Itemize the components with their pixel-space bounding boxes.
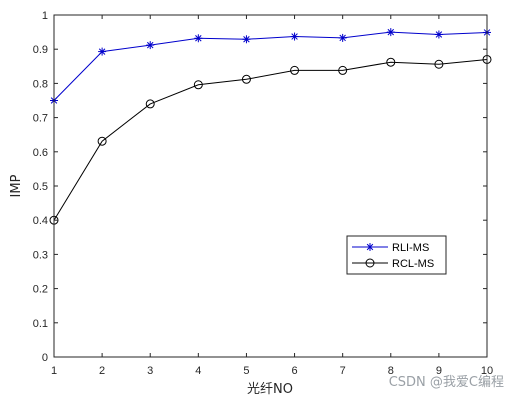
data-point-rli-ms [146,41,155,50]
data-point-rli-ms [338,33,347,42]
data-point-rcl-ms [290,65,300,75]
x-axis-label: 光纤NO [247,382,293,397]
y-tick-label: 0 [42,352,48,364]
legend: RLI-MS RCL-MS [346,235,447,275]
x-tick-label: 4 [195,365,201,377]
data-point-rcl-ms [193,80,203,90]
legend-box [346,235,447,275]
y-axis-ticks: 0 0.1 0.2 0.3 0.4 0.5 0.6 0.7 0.8 0.9 1 [33,10,487,364]
data-point-rcl-ms [241,74,251,84]
data-point-rcl-ms [386,57,396,67]
x-axis-ticks: 1 2 3 4 5 6 7 8 9 10 [51,15,493,377]
legend-label-rcl-ms: RCL-MS [392,258,434,270]
y-tick-label: 0.5 [33,181,48,193]
y-tick-label: 0.8 [33,78,48,90]
y-tick-label: 0.9 [33,44,48,56]
legend-label-rli-ms: RLI-MS [392,242,429,254]
y-tick-label: 0.7 [33,113,48,125]
data-point-rli-ms [98,47,107,56]
legend-items [352,243,388,268]
data-point-rcl-ms [97,136,107,146]
series-line-rli-ms [53,31,488,101]
y-tick-label: 0.4 [33,215,48,227]
data-point-rli-ms [386,28,395,37]
y-axis-label: IMP [9,174,24,197]
x-tick-label: 3 [147,365,153,377]
x-tick-label: 6 [291,365,297,377]
y-tick-label: 0.6 [33,147,48,159]
data-point-rcl-ms [145,99,155,109]
data-point-rcl-ms [338,65,348,75]
legend-marker-rli-ms [366,243,374,251]
y-tick-label: 1 [42,10,48,22]
y-tick-label: 0.2 [33,284,48,296]
series-line-rcl-ms [53,58,488,221]
legend-marker-rcl-ms [365,258,375,268]
x-tick-label: 8 [388,365,394,377]
data-point-rcl-ms [434,59,444,69]
plot-area [54,15,487,357]
x-tick-label: 5 [243,365,249,377]
x-tick-label: 9 [436,365,442,377]
x-tick-label: 10 [481,365,493,377]
x-tick-label: 2 [99,365,105,377]
data-point-rli-ms [242,35,251,44]
data-point-rli-ms [434,30,443,39]
y-tick-label: 0.1 [33,318,48,330]
data-point-rli-ms [290,32,299,41]
x-tick-label: 7 [340,365,346,377]
data-point-rli-ms [194,34,203,43]
y-tick-label: 0.3 [33,249,48,261]
x-tick-label: 1 [51,365,57,377]
watermark: CSDN @我爱C编程 [389,375,504,390]
